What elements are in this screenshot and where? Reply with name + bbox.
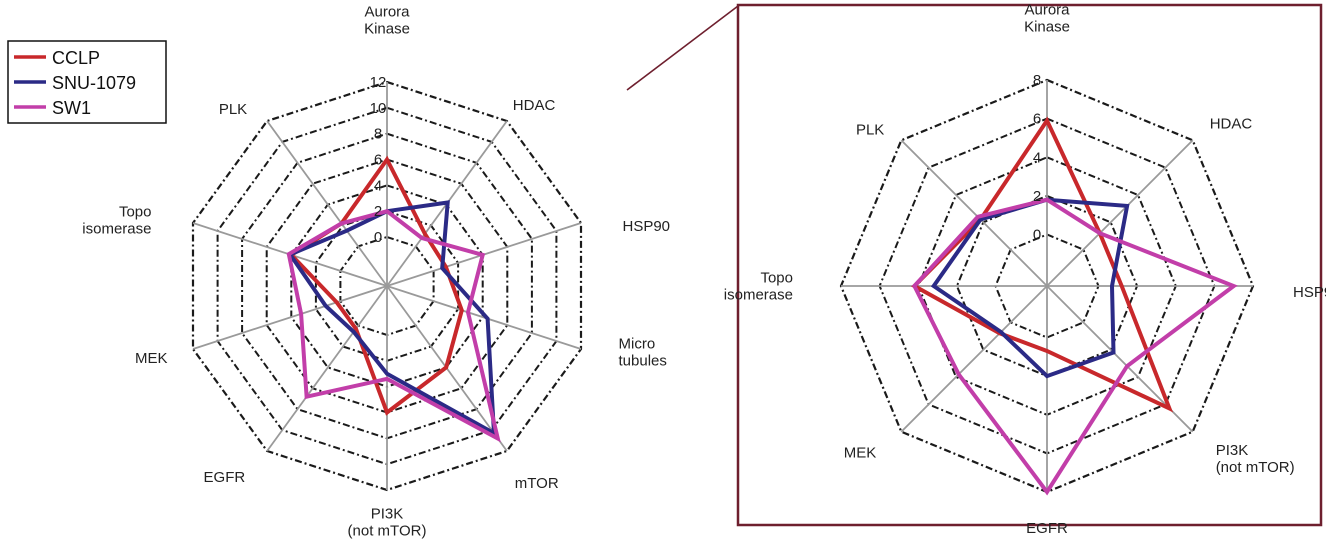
- inset-spoke-plk: [900, 139, 1048, 287]
- inset-axis-label-hsp90: HSP90: [1293, 284, 1326, 301]
- inset-tick-label-0: 0: [1033, 227, 1041, 244]
- inset-series-sw1: [911, 197, 1238, 496]
- main-tick-label-4: 4: [374, 177, 382, 194]
- main-tick-label-10: 10: [370, 100, 387, 117]
- inset-tick-label-4: 4: [1033, 149, 1041, 166]
- main-axis-label-hdac: HDAC: [513, 97, 556, 114]
- inset-axis-label-egfr: EGFR: [1026, 520, 1068, 537]
- legend-label-snu-1079: SNU-1079: [52, 73, 136, 93]
- main-series-sw1: [286, 209, 501, 443]
- zoom-connector-line: [626, 5, 739, 91]
- main-spoke-plk: [266, 120, 388, 287]
- radar-chart-main: 0 2 4 6 8 10 12 Aurora Kinase HDAC HSP90 Micro tubul…: [82, 4, 670, 540]
- inset-spoke-mek: [900, 285, 1048, 433]
- inset-tick-label-8: 8: [1033, 72, 1041, 89]
- inset-axis-label-plk: PLK: [856, 121, 884, 138]
- main-axis-label-egfr: EGFR: [204, 469, 246, 486]
- main-tick-label-12: 12: [370, 74, 387, 91]
- main-axis-label-plk: PLK: [219, 101, 247, 118]
- inset-spoke-hdac: [1046, 139, 1194, 287]
- main-axis-label-mtor: mTOR: [515, 475, 559, 492]
- inset-axis-label-pi3k-not-mtor: PI3K (not mTOR): [1216, 442, 1295, 476]
- main-spoke-mek: [192, 285, 388, 350]
- legend-label-cclp: CCLP: [52, 48, 100, 68]
- main-axis-label-pi3k-not-mtor: PI3K (not mTOR): [348, 506, 427, 540]
- inset-series-snu-1079: [930, 197, 1130, 379]
- main-tick-label-0: 0: [374, 229, 382, 246]
- legend-label-sw1: SW1: [52, 98, 91, 118]
- main-series-snu-1079: [287, 200, 497, 437]
- inset-series-cclp: [911, 116, 1174, 413]
- main-axis-label-aurora-kinase: Aurora Kinase: [364, 4, 410, 38]
- main-tick-label-2: 2: [374, 203, 382, 220]
- main-axis-label-mek: MEK: [135, 350, 168, 367]
- inset-frame: [736, 3, 1323, 527]
- inset-axis-label-aurora-kinase: Aurora Kinase: [1024, 2, 1070, 36]
- main-tick-label-8: 8: [374, 126, 382, 143]
- inset-axis-label-topo-isomerase: Topo isomerase: [724, 270, 793, 304]
- main-axis-label-topo-isomerase: Topo isomerase: [82, 203, 151, 237]
- legend: CCLP SNU-1079 SW1: [7, 40, 167, 124]
- inset-axis-label-hdac: HDAC: [1210, 115, 1253, 132]
- inset-tick-label-2: 2: [1033, 188, 1041, 205]
- main-axis-label-micro-tubules: Micro tubules: [619, 336, 667, 370]
- main-axis-label-hsp90: HSP90: [623, 218, 671, 235]
- inset-axis-label-mek: MEK: [844, 445, 877, 462]
- main-spoke-egfr: [266, 285, 388, 452]
- inset-tick-label-6: 6: [1033, 111, 1041, 128]
- main-tick-label-6: 6: [374, 152, 382, 169]
